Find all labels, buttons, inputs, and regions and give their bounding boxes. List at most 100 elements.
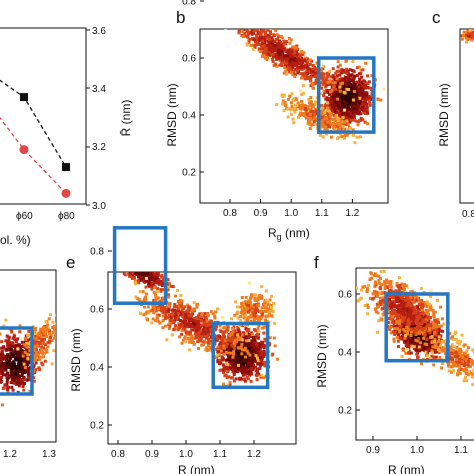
heatmap-cell xyxy=(231,344,235,348)
heatmap-cell xyxy=(0,340,4,344)
heatmap-cell xyxy=(351,128,355,132)
heatmap-cell xyxy=(190,309,194,313)
heatmap-cell xyxy=(205,319,209,323)
heatmap-cell xyxy=(252,1,255,4)
heatmap-cell xyxy=(34,337,38,341)
heatmap-cell xyxy=(43,337,47,341)
heatmap-cell xyxy=(230,332,234,336)
heatmap-cell xyxy=(133,264,136,267)
heatmap-cell xyxy=(266,314,270,318)
heatmap-cell xyxy=(178,335,182,339)
heatmap-cell xyxy=(21,354,25,358)
heatmap-cell xyxy=(198,335,202,339)
heatmap-cell xyxy=(169,316,173,320)
heatmap-cell xyxy=(228,338,232,342)
heatmap-cell xyxy=(354,119,358,123)
heatmap-cell xyxy=(324,123,328,127)
heatmap-cell xyxy=(19,367,23,371)
heatmap-cell xyxy=(25,367,28,371)
heatmap-cell xyxy=(10,378,14,382)
heatmap-cell xyxy=(293,56,297,60)
heatmap-cell xyxy=(368,102,372,106)
heatmap-cell xyxy=(262,376,266,380)
heatmap-cell xyxy=(252,305,256,309)
heatmap-cell xyxy=(1,346,5,350)
heatmap-cell xyxy=(285,58,289,62)
heatmap-cell xyxy=(335,77,339,81)
heatmap-cell xyxy=(139,278,143,281)
heatmap-cell xyxy=(168,303,172,307)
heatmap-cell xyxy=(2,345,6,349)
heatmap-cell xyxy=(133,261,136,264)
heatmap-cell xyxy=(336,65,340,69)
heatmap-cell xyxy=(176,328,180,332)
heatmap-cell xyxy=(233,0,236,1)
heatmap-cell xyxy=(266,36,270,40)
heatmap-cell xyxy=(240,12,243,15)
heatmap-cell xyxy=(128,260,131,263)
heatmap-cell xyxy=(348,120,352,124)
heatmap-cell xyxy=(233,339,237,342)
heatmap-cell xyxy=(118,259,121,262)
heatmap-cell xyxy=(248,308,252,312)
heatmap-cell xyxy=(250,350,254,354)
heatmap-cell xyxy=(155,316,159,320)
heatmap-cell xyxy=(138,290,142,294)
heatmap-cell xyxy=(239,8,242,11)
heatmap-cell xyxy=(275,64,279,68)
heatmap-cell xyxy=(300,99,303,103)
heatmap-cell xyxy=(260,362,264,366)
heatmap-cell xyxy=(243,26,246,29)
heatmap-cell xyxy=(268,29,272,30)
heatmap-cell xyxy=(140,268,143,271)
heatmap-cell xyxy=(362,79,366,83)
heatmap-cell xyxy=(5,376,9,380)
heatmap-cell xyxy=(34,361,38,365)
heatmap-cell xyxy=(139,259,142,262)
heatmap-cell xyxy=(348,68,352,72)
heatmap-cell xyxy=(233,366,237,370)
heatmap-cell xyxy=(125,266,128,269)
heatmap-cell xyxy=(45,350,49,354)
heatmap-cell xyxy=(20,381,24,385)
heatmap-cell xyxy=(216,350,220,354)
heatmap-cell xyxy=(138,265,141,268)
heatmap-cell xyxy=(129,260,132,263)
heatmap-cell xyxy=(137,252,140,255)
heatmap-cell xyxy=(144,265,147,268)
heatmap-cell xyxy=(209,322,213,326)
heatmap-cell xyxy=(132,263,135,266)
heatmap-cell xyxy=(322,114,326,117)
heatmap-cell xyxy=(21,378,25,382)
heatmap-cell xyxy=(32,363,36,367)
heatmap-cell xyxy=(173,305,176,309)
heatmap-cell xyxy=(296,101,300,105)
heatmap-cell xyxy=(219,346,223,350)
heatmap-cell xyxy=(307,101,311,105)
heatmap-cell xyxy=(299,63,303,67)
heatmap-cell xyxy=(190,328,194,332)
heatmap-cell xyxy=(197,322,201,326)
heatmap-cell xyxy=(132,254,135,257)
heatmap-cell xyxy=(10,330,14,334)
heatmap-cell xyxy=(291,66,295,70)
heatmap-cell xyxy=(321,118,325,122)
heatmap-cell xyxy=(303,103,307,107)
heatmap-cell xyxy=(286,97,290,101)
heatmap-cell xyxy=(252,349,256,353)
heatmap-cell xyxy=(120,256,123,259)
heatmap-cell xyxy=(332,76,336,80)
heatmap-cell xyxy=(241,35,245,39)
heatmap-cell xyxy=(0,371,3,375)
heatmap-cell xyxy=(291,107,294,111)
heatmap-cell xyxy=(342,106,346,110)
heatmap-cell xyxy=(340,98,344,102)
heatmap-cell xyxy=(9,373,13,377)
heatmap-cell xyxy=(130,264,133,267)
heatmap-cell xyxy=(336,136,340,139)
heatmap-cell xyxy=(331,99,335,103)
heatmap-cell xyxy=(254,2,257,5)
heatmap-cell xyxy=(120,262,123,265)
heatmap-cell xyxy=(154,299,158,303)
heatmap-cell xyxy=(267,341,271,345)
